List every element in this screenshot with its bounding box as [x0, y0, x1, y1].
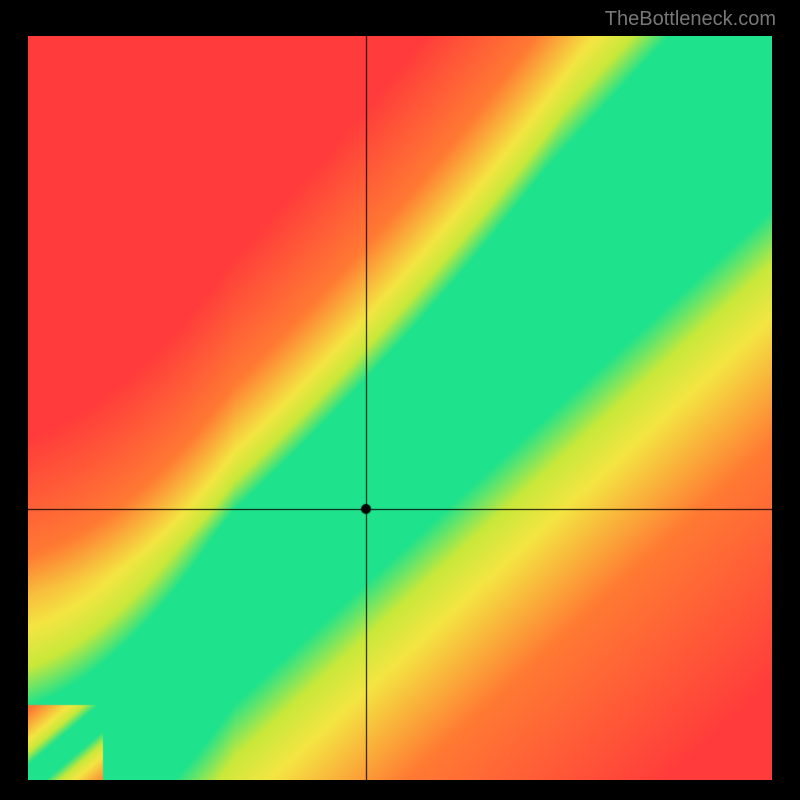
heatmap-chart: [28, 36, 772, 780]
heatmap-canvas: [28, 36, 772, 780]
watermark-text: TheBottleneck.com: [605, 8, 776, 31]
